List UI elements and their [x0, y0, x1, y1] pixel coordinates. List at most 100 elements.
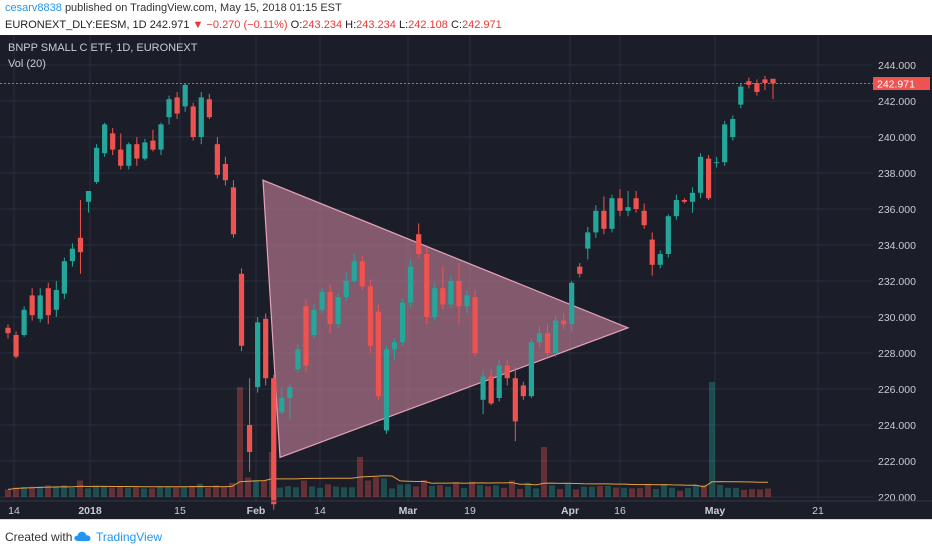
candle	[295, 344, 301, 373]
volume-bar	[693, 484, 699, 497]
volume-bar	[509, 480, 515, 497]
volume-bar	[261, 480, 267, 497]
candle	[21, 306, 27, 337]
candle	[166, 95, 172, 125]
candle	[383, 345, 390, 434]
candle	[673, 194, 679, 220]
volume-bar	[157, 486, 163, 497]
chart-title: BNPP SMALL C ETF, 1D, EURONEXT	[8, 42, 198, 54]
volume-bar	[101, 486, 107, 497]
volume-bar	[429, 485, 435, 497]
volume-bar	[501, 487, 507, 497]
volume-bar	[645, 485, 651, 497]
candle	[93, 144, 100, 184]
volume-bar	[197, 483, 203, 497]
candle	[641, 203, 647, 229]
x-tick-label: 14	[314, 505, 326, 517]
low-value: 242.108	[408, 19, 448, 31]
candle	[85, 191, 92, 213]
candle	[746, 77, 752, 89]
volume-bar	[557, 489, 563, 497]
volume-indicator-label[interactable]: Vol (20)	[8, 58, 46, 70]
change-text: −0.270 (−0.11%)	[206, 19, 288, 31]
volume-bar	[293, 487, 299, 497]
volume-bar	[61, 485, 67, 497]
candle	[158, 122, 164, 155]
volume-bar	[301, 480, 307, 497]
y-tick-label: 234.000	[878, 240, 916, 252]
candle	[271, 374, 277, 510]
volume-bar	[437, 485, 443, 497]
candle	[689, 187, 696, 213]
x-axis-labels: 14 2018 15 Feb 14 Mar 19 Apr 16 May 21	[8, 505, 824, 517]
candle	[5, 324, 11, 339]
candle	[69, 243, 76, 267]
candle	[665, 214, 671, 258]
price-axis[interactable]	[873, 35, 932, 501]
candle	[53, 281, 59, 317]
candle	[577, 263, 583, 278]
y-tick-label: 242.000	[878, 96, 916, 108]
candle	[367, 279, 373, 353]
symbol-text: EURONEXT_DLY:EESM, 1D	[5, 19, 147, 31]
candlestick-chart[interactable]: 244.000 242.000 240.000 238.000 236.000 234.0…	[0, 35, 932, 519]
volume-bar	[29, 486, 35, 497]
candle	[432, 282, 438, 321]
volume-bar	[685, 487, 691, 497]
volume-bar	[221, 487, 227, 497]
candle	[754, 79, 760, 96]
volume-bar	[549, 485, 555, 497]
candle	[512, 367, 518, 442]
volume-bar	[277, 487, 283, 497]
y-tick-label: 240.000	[878, 132, 916, 144]
candle	[174, 92, 180, 119]
volume-bar	[205, 487, 211, 497]
volume-bar	[69, 488, 75, 497]
candle	[408, 259, 414, 308]
x-tick-label: Mar	[399, 505, 418, 517]
y-tick-label: 230.000	[878, 312, 916, 324]
candle	[182, 83, 188, 112]
footer: Created with TradingView	[0, 519, 932, 551]
candle	[279, 387, 285, 415]
close-label: C:	[450, 19, 462, 31]
candle	[544, 324, 551, 357]
volume-bar	[125, 487, 131, 497]
candle	[601, 196, 607, 235]
volume-bar	[373, 477, 379, 497]
y-tick-label: 224.000	[878, 420, 916, 432]
volume-bar	[701, 484, 707, 497]
volume-bar	[141, 488, 147, 497]
volume-bar	[541, 447, 547, 497]
volume-bar	[765, 488, 771, 497]
volume-bar	[757, 489, 763, 497]
candle	[118, 133, 124, 170]
volume-bar	[389, 488, 395, 497]
tradingview-brand-link[interactable]: TradingView	[96, 530, 163, 544]
candle	[399, 299, 406, 346]
volume-bar	[621, 487, 627, 497]
candle	[593, 205, 599, 238]
volume-bar	[629, 488, 635, 497]
candle	[657, 250, 663, 269]
volume-bar	[13, 487, 19, 497]
candle	[303, 299, 309, 373]
candle	[61, 257, 67, 299]
volume-bar	[109, 487, 115, 497]
triangle-pattern[interactable]	[262, 179, 630, 459]
candle	[359, 255, 365, 290]
x-tick-label: Apr	[561, 505, 579, 517]
candle	[206, 93, 212, 119]
candle	[416, 223, 422, 258]
publisher-link[interactable]: cesarv8838	[5, 2, 62, 14]
volume-bar	[53, 486, 59, 497]
volume-bar	[461, 488, 467, 497]
candle	[561, 313, 567, 330]
candle	[552, 315, 559, 357]
volume-bar	[741, 489, 747, 497]
candle	[230, 180, 237, 238]
candle	[424, 246, 430, 325]
candle	[649, 232, 655, 276]
volume-bar	[613, 487, 619, 497]
volume-bar	[341, 487, 347, 497]
